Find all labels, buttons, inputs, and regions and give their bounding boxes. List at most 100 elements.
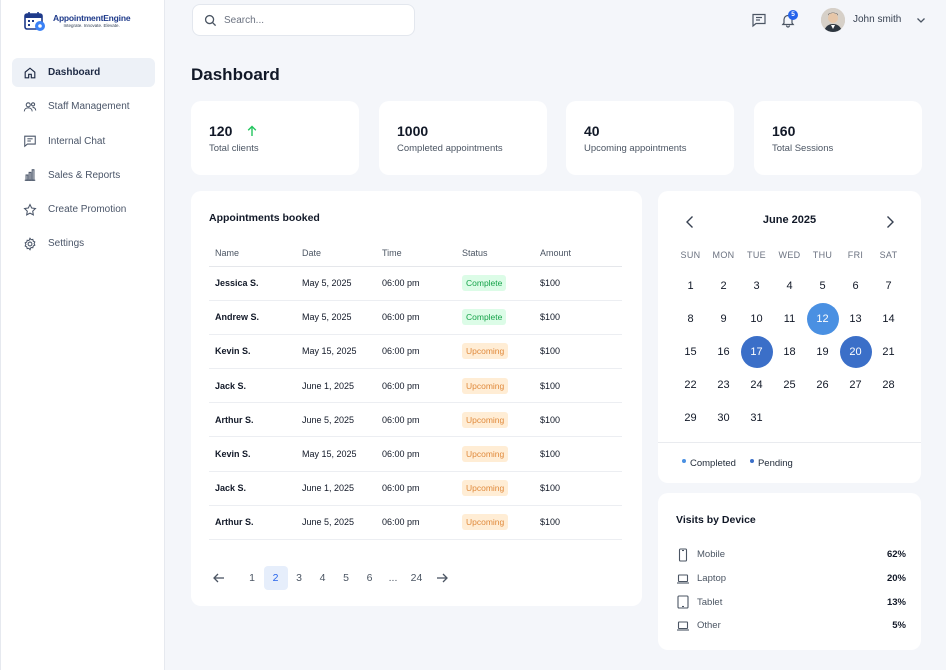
sidebar-item-sales-reports[interactable]: Sales & Reports (12, 161, 155, 190)
device-row-mobile: Mobile 62% (676, 543, 906, 567)
column-header-amount[interactable]: Amount (534, 240, 622, 267)
table-row[interactable]: Jack S. June 1, 2025 06:00 pm Upcoming $100 (209, 368, 622, 404)
column-header-name[interactable]: Name (209, 240, 296, 267)
calendar-day[interactable]: 28 (882, 379, 895, 391)
calendar-day[interactable]: 8 (687, 313, 694, 325)
calendar-day[interactable]: 24 (750, 379, 763, 391)
calendar-day[interactable]: 5 (819, 280, 826, 292)
calendar-day[interactable]: 30 (717, 412, 730, 424)
cell-name: Jessica S. (209, 266, 296, 301)
sidebar-item-create-promotion[interactable]: Create Promotion (12, 195, 155, 224)
table-row[interactable]: Jessica S. May 5, 2025 06:00 pm Complete $10… (209, 266, 622, 301)
messages-icon[interactable] (751, 12, 767, 28)
sidebar-item-settings[interactable]: Settings (12, 229, 155, 258)
sidebar-item-internal-chat[interactable]: Internal Chat (12, 127, 155, 156)
cell-time: 06:00 pm (376, 505, 456, 541)
status-badge: Upcoming (462, 480, 509, 497)
calendar-day[interactable]: 14 (882, 313, 895, 325)
calendar-day[interactable]: 15 (684, 346, 697, 358)
table-row[interactable]: Arthur S. June 5, 2025 06:00 pm Upcoming $10… (209, 505, 622, 541)
column-header-status[interactable]: Status (456, 240, 534, 267)
calendar-day[interactable]: 26 (816, 379, 829, 391)
stat-value: 120 (209, 123, 233, 139)
weekday-label: WED (778, 250, 801, 260)
stat-value: 1000 (397, 123, 429, 139)
stat-card-completed-appointments: 1000 Completed appointments (379, 101, 547, 175)
page-4[interactable]: 4 (319, 572, 326, 584)
calendar-day[interactable]: 22 (684, 379, 697, 391)
sidebar-item-staff-management[interactable]: Staff Management (12, 92, 155, 121)
table-row[interactable]: Kevin S. May 15, 2025 06:00 pm Upcoming $100 (209, 334, 622, 370)
cell-name: Kevin S. (209, 334, 296, 370)
stat-card-total-clients: 120 Total clients (191, 101, 359, 175)
calendar-day[interactable]: 6 (852, 280, 859, 292)
arrow-right-icon[interactable] (435, 571, 449, 585)
chat-icon (24, 135, 36, 148)
weekday-label: SUN (680, 250, 701, 260)
table-row[interactable]: Jack S. June 1, 2025 06:00 pm Upcoming $100 (209, 471, 622, 506)
user-name[interactable]: John smith (853, 14, 902, 25)
calendar-day[interactable]: 31 (750, 412, 763, 424)
page-3[interactable]: 3 (296, 572, 302, 584)
weekday-label: SAT (879, 250, 898, 260)
cell-name: Andrew S. (209, 300, 296, 335)
cell-amount: $100 (534, 334, 622, 370)
calendar-day[interactable]: 18 (783, 346, 796, 358)
search-box[interactable] (192, 4, 415, 36)
table-row[interactable]: Kevin S. May 15, 2025 06:00 pm Upcoming $100 (209, 436, 622, 472)
calendar-day[interactable]: 25 (783, 379, 796, 391)
divider (658, 442, 921, 443)
appointments-table: Name Date Time Status Amount Jessica S. M… (209, 240, 622, 541)
sidebar-item-dashboard[interactable]: Dashboard (12, 58, 155, 87)
chevron-down-icon[interactable] (915, 14, 927, 26)
page-6[interactable]: 6 (366, 572, 373, 584)
stat-card-total-sessions: 160 Total Sessions (754, 101, 922, 175)
pagination: 1 2 3 4 5 6 ... 24 (212, 566, 449, 590)
chevron-left-icon[interactable] (684, 215, 696, 229)
sidebar-item-label: Staff Management (48, 101, 130, 113)
table-row[interactable]: Andrew S. May 5, 2025 06:00 pm Complete $100 (209, 300, 622, 335)
calendar-day-completed[interactable]: 12 (806, 303, 839, 336)
page-1[interactable]: 1 (249, 572, 255, 584)
stat-label: Total clients (209, 143, 259, 154)
calendar-day[interactable]: 4 (786, 280, 793, 292)
calendar-day[interactable]: 7 (885, 280, 892, 292)
cell-amount: $100 (534, 505, 622, 541)
calendar-day[interactable]: 13 (849, 313, 862, 325)
calendar-day-pending[interactable]: 17 (740, 336, 773, 369)
appointments-card: Appointments booked Name Date Time Statu… (191, 191, 642, 606)
calendar-day[interactable]: 23 (717, 379, 730, 391)
calendar-day[interactable]: 1 (687, 280, 694, 292)
table-row[interactable]: Arthur S. June 5, 2025 06:00 pm Upcoming $10… (209, 402, 622, 438)
avatar[interactable] (821, 8, 845, 32)
calendar-day[interactable]: 29 (684, 412, 697, 424)
arrow-left-icon[interactable] (212, 571, 226, 585)
calendar-day[interactable]: 16 (717, 346, 730, 358)
calendar-day[interactable]: 27 (849, 379, 862, 391)
calendar-day[interactable]: 11 (783, 313, 796, 325)
page-2[interactable]: 2 (263, 566, 288, 590)
device-percent: 5% (892, 620, 906, 632)
column-header-time[interactable]: Time (376, 240, 456, 267)
calendar-day[interactable]: 21 (882, 346, 895, 358)
device-name: Tablet (697, 596, 723, 608)
calendar-day[interactable]: 2 (720, 280, 727, 292)
calendar-day[interactable]: 19 (816, 346, 829, 358)
visits-title: Visits by Device (676, 514, 756, 526)
legend-pending: Pending (749, 458, 793, 469)
page-5[interactable]: 5 (343, 572, 349, 584)
calendar-day[interactable]: 9 (720, 313, 727, 325)
cell-time: 06:00 pm (376, 334, 456, 370)
page-24[interactable]: 24 (410, 572, 423, 584)
calendar-day-pending[interactable]: 20 (839, 336, 872, 369)
brand-logo[interactable]: AppointmentEngine Integrate. Innovate. E… (23, 8, 135, 34)
device-row-tablet: Tablet 13% (676, 590, 906, 614)
chevron-right-icon[interactable] (884, 215, 896, 229)
search-input[interactable] (224, 14, 404, 26)
column-header-date[interactable]: Date (296, 240, 376, 267)
weekday-label: MON (712, 250, 735, 260)
calendar-day[interactable]: 3 (753, 280, 760, 292)
cell-name: Arthur S. (209, 402, 296, 438)
cell-date: June 1, 2025 (296, 368, 376, 404)
calendar-day[interactable]: 10 (750, 313, 763, 325)
